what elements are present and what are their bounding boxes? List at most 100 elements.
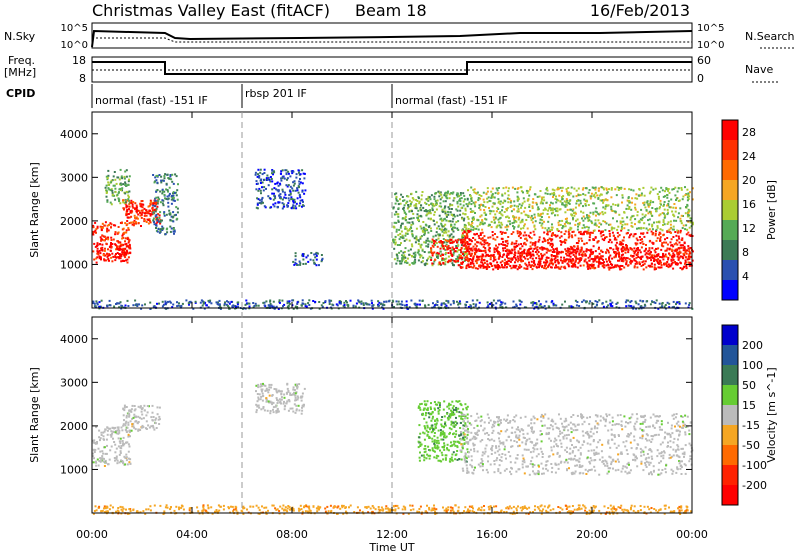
scatter-cell bbox=[484, 212, 486, 214]
scatter-cell bbox=[268, 384, 270, 386]
scatter-cell bbox=[503, 187, 505, 189]
scatter-cell bbox=[108, 260, 110, 262]
scatter-cell bbox=[107, 177, 109, 179]
scatter-cell bbox=[442, 245, 444, 247]
scatter-cell bbox=[125, 421, 127, 423]
scatter-cell bbox=[533, 255, 535, 257]
scatter-cell bbox=[595, 207, 597, 209]
scatter-cell bbox=[520, 252, 522, 254]
scatter-cell bbox=[545, 192, 547, 194]
scatter-cell bbox=[178, 302, 180, 304]
scatter-cell bbox=[557, 210, 559, 212]
scatter-cell bbox=[646, 201, 648, 203]
scatter-cell bbox=[318, 264, 320, 266]
scatter-cell bbox=[119, 249, 121, 251]
scatter-cell bbox=[499, 203, 501, 205]
scatter-cell bbox=[583, 233, 585, 235]
scatter-cell bbox=[157, 213, 159, 215]
scatter-cell bbox=[480, 204, 482, 206]
scatter-cell bbox=[410, 224, 412, 226]
scatter-cell bbox=[271, 188, 273, 190]
scatter-cell bbox=[621, 248, 623, 250]
scatter-cell bbox=[532, 217, 534, 219]
scatter-cell bbox=[551, 300, 553, 302]
scatter-cell bbox=[623, 227, 625, 229]
scatter-cell bbox=[557, 266, 559, 268]
scatter-cell bbox=[649, 247, 651, 249]
scatter-cell bbox=[521, 205, 523, 207]
scatter-cell bbox=[329, 301, 331, 303]
scatter-cell bbox=[435, 200, 437, 202]
scatter-cell bbox=[293, 264, 295, 266]
scatter-cell bbox=[429, 209, 431, 211]
scatter-cell bbox=[118, 445, 120, 447]
scatter-cell bbox=[513, 218, 515, 220]
scatter-cell bbox=[448, 230, 450, 232]
scatter-cell bbox=[533, 234, 535, 236]
scatter-cell bbox=[463, 218, 465, 220]
scatter-cell bbox=[468, 228, 470, 230]
scatter-cell bbox=[479, 250, 481, 252]
scatter-cell bbox=[419, 304, 421, 306]
scatter-cell bbox=[494, 251, 496, 253]
scatter-cell bbox=[482, 254, 484, 256]
scatter-cell bbox=[592, 303, 594, 305]
scatter-cell bbox=[639, 189, 641, 191]
scatter-cell bbox=[670, 232, 672, 234]
scatter-cell bbox=[528, 195, 530, 197]
scatter-cell bbox=[272, 204, 274, 206]
scatter-cell bbox=[505, 226, 507, 228]
power-ylabel: Slant Range [km] bbox=[28, 162, 41, 258]
scatter-cell bbox=[277, 410, 279, 412]
scatter-cell bbox=[488, 244, 490, 246]
scatter-cell bbox=[96, 302, 98, 304]
scatter-cell bbox=[464, 304, 466, 306]
scatter-cell bbox=[673, 220, 675, 222]
scatter-cell bbox=[293, 207, 295, 209]
scatter-cell bbox=[262, 173, 264, 175]
scatter-cell bbox=[570, 192, 572, 194]
scatter-cell bbox=[580, 250, 582, 252]
scatter-cell bbox=[110, 227, 112, 229]
scatter-cell bbox=[227, 305, 229, 307]
scatter-cell bbox=[683, 254, 685, 256]
scatter-cell bbox=[514, 251, 516, 253]
scatter-cell bbox=[625, 257, 627, 259]
scatter-cell bbox=[646, 232, 648, 234]
scatter-cell bbox=[673, 215, 675, 217]
scatter-cell bbox=[154, 419, 156, 421]
scatter-cell bbox=[414, 255, 416, 257]
scatter-cell bbox=[530, 232, 532, 234]
scatter-cell bbox=[685, 256, 687, 258]
scatter-cell bbox=[676, 198, 678, 200]
scatter-cell bbox=[426, 225, 428, 227]
scatter-cell bbox=[586, 242, 588, 244]
scatter-cell bbox=[295, 177, 297, 179]
scatter-cell bbox=[397, 234, 399, 236]
colorbar-tick-label: 16 bbox=[742, 198, 756, 211]
scatter-cell bbox=[445, 300, 447, 302]
scatter-cell bbox=[467, 189, 469, 191]
scatter-cell bbox=[260, 203, 262, 205]
scatter-cell bbox=[634, 197, 636, 199]
scatter-cell bbox=[124, 405, 126, 407]
scatter-cell bbox=[499, 255, 501, 257]
scatter-cell bbox=[670, 241, 672, 243]
scatter-cell bbox=[534, 243, 536, 245]
scatter-cell bbox=[121, 177, 123, 179]
scatter-cell bbox=[230, 301, 232, 303]
scatter-cell bbox=[667, 248, 669, 250]
scatter-cell bbox=[671, 260, 673, 262]
scatter-cell bbox=[575, 203, 577, 205]
scatter-cell bbox=[264, 390, 266, 392]
scatter-cell bbox=[583, 216, 585, 218]
scatter-cell bbox=[674, 187, 676, 189]
scatter-cell bbox=[145, 414, 147, 416]
scatter-cell bbox=[195, 301, 197, 303]
scatter-cell bbox=[432, 302, 434, 304]
scatter-cell bbox=[115, 431, 117, 433]
scatter-cell bbox=[582, 220, 584, 222]
scatter-cell bbox=[518, 225, 520, 227]
scatter-cell bbox=[425, 240, 427, 242]
scatter-cell bbox=[524, 223, 526, 225]
